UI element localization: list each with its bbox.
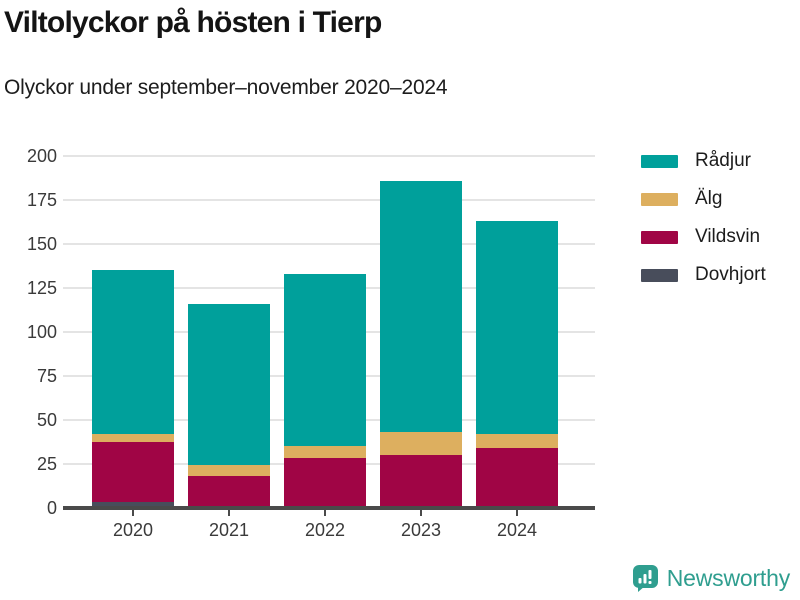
bar-segment-dovhjort — [92, 502, 174, 508]
brand-footer: Newsworthy — [631, 564, 790, 592]
gridline — [63, 154, 595, 157]
legend-swatch — [641, 230, 678, 244]
legend-label: Vildsvin — [695, 226, 761, 247]
bar-segment-vildsvin — [476, 447, 558, 508]
gridline — [63, 198, 595, 201]
bar-segment-älg — [284, 445, 366, 459]
y-axis-label: 100 — [26, 321, 57, 342]
chart-title: Viltolyckor på hösten i Tierp — [4, 6, 382, 39]
bar-segment-vildsvin — [284, 458, 366, 508]
y-axis-label: 25 — [36, 453, 57, 474]
y-axis-label: 75 — [36, 365, 57, 386]
brand-name: Newsworthy — [666, 564, 790, 591]
bar-segment-älg — [380, 431, 462, 455]
legend-swatch — [641, 268, 678, 282]
legend-swatch — [641, 154, 678, 168]
bar-segment-vildsvin — [92, 442, 174, 503]
x-axis-label: 2022 — [304, 520, 346, 540]
legend-item: Dovhjort — [641, 264, 766, 286]
gridline — [63, 242, 595, 245]
bar-segment-rådjur — [380, 180, 462, 432]
bar-segment-rådjur — [284, 273, 366, 446]
bar-segment-vildsvin — [380, 454, 462, 508]
y-axis-label: 150 — [26, 233, 57, 254]
y-axis-label: 125 — [26, 277, 57, 298]
legend-swatch — [641, 192, 678, 206]
x-axis-label: 2020 — [112, 520, 154, 540]
legend-item: Älg — [641, 188, 766, 210]
bar-segment-älg — [92, 433, 174, 443]
y-axis-label: 200 — [26, 145, 57, 166]
bar-segment-rådjur — [188, 303, 270, 466]
legend: Rådjur Älg Vildsvin Dovhjort — [641, 150, 766, 286]
x-axis-tick — [228, 509, 230, 516]
y-axis-label: 50 — [36, 409, 57, 430]
x-axis-tick — [132, 509, 134, 516]
legend-label: Dovhjort — [695, 264, 766, 285]
bar-segment-vildsvin — [188, 475, 270, 508]
bar-segment-rådjur — [476, 220, 558, 434]
legend-label: Rådjur — [695, 150, 751, 171]
x-axis-label: 2024 — [496, 520, 538, 540]
x-axis-label: 2023 — [400, 520, 442, 540]
newsworthy-logo-icon — [632, 565, 658, 592]
legend-item: Rådjur — [641, 150, 766, 172]
x-axis-label: 2021 — [208, 520, 250, 540]
y-axis-label: 175 — [26, 189, 57, 210]
bar-segment-älg — [476, 433, 558, 448]
legend-item: Vildsvin — [641, 226, 766, 248]
x-axis-tick — [324, 509, 326, 516]
x-axis-tick — [516, 509, 518, 516]
chart-subtitle: Olyckor under september–november 2020–20… — [4, 76, 448, 99]
bar-segment-rådjur — [92, 270, 174, 434]
x-axis-tick — [420, 509, 422, 516]
plot-area: 0 25 50 75 100 125 150 175 200 2020 2021 2022 2023 2… — [0, 140, 620, 560]
y-axis-label: 0 — [46, 497, 57, 518]
bar-segment-älg — [188, 465, 270, 476]
legend-label: Älg — [695, 188, 723, 209]
x-axis-line — [63, 505, 595, 510]
